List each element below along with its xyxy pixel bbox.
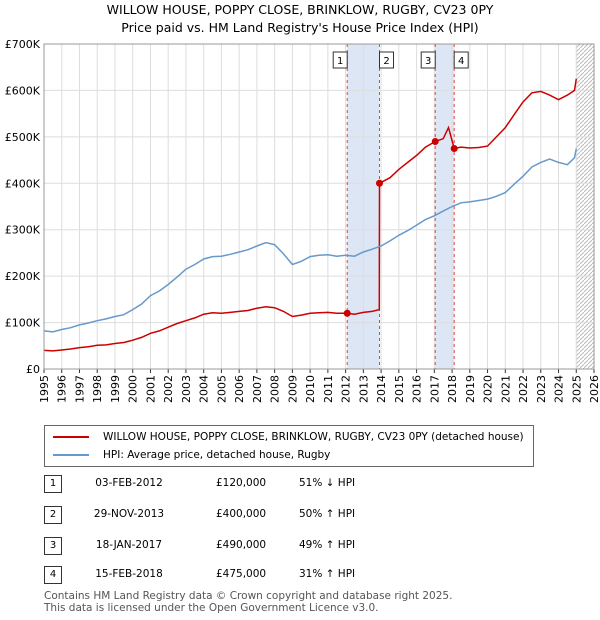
legend-swatch-property [53, 436, 89, 438]
x-tick-label: 2007 [251, 375, 264, 403]
chart-title: WILLOW HOUSE, POPPY CLOSE, BRINKLOW, RUG… [106, 2, 494, 17]
x-tick-label: 2010 [304, 375, 317, 403]
x-tick-label: 1998 [91, 375, 104, 403]
plot-background [44, 44, 594, 369]
x-tick-label: 1995 [38, 375, 51, 403]
x-tick-label: 2019 [464, 375, 477, 403]
legend-item-hpi: HPI: Average price, detached house, Rugb… [53, 447, 330, 463]
legend-label-hpi: HPI: Average price, detached house, Rugb… [103, 449, 331, 461]
transaction-row: 3 18-JAN-2017 £490,000 49% ↑ HPI [44, 537, 544, 555]
x-tick-label: 2017 [428, 375, 441, 403]
sale-period-band [435, 44, 455, 369]
transaction-badge: 2 [44, 506, 62, 524]
x-tick-label: 2000 [127, 375, 140, 403]
transaction-hpi-diff: 49% ↑ HPI [299, 539, 356, 551]
sale-label-number: 2 [383, 56, 389, 67]
transaction-hpi-diff: 51% ↓ HPI [299, 477, 356, 489]
x-tick-label: 2022 [517, 375, 530, 403]
x-tick-label: 2001 [144, 375, 157, 403]
transaction-badge: 1 [44, 475, 62, 493]
x-tick-label: 2015 [393, 375, 406, 403]
x-tick-label: 2020 [482, 375, 495, 403]
footer-copyright: Contains HM Land Registry data © Crown c… [44, 590, 453, 602]
x-tick-label: 2003 [180, 375, 193, 403]
transaction-badge: 3 [44, 537, 62, 555]
transaction-date: 15-FEB-2018 [95, 568, 163, 580]
x-tick-label: 1999 [109, 375, 122, 403]
y-tick-label: £500K [5, 131, 41, 144]
y-tick-label: £0 [26, 363, 40, 376]
chart-subtitle: Price paid vs. HM Land Registry's House … [121, 20, 479, 35]
sale-label-box [420, 51, 436, 69]
transaction-date: 29-NOV-2013 [93, 508, 165, 520]
x-tick-label: 2012 [340, 375, 353, 403]
sale-label-number: 3 [425, 56, 431, 67]
x-tick-label: 2013 [357, 375, 370, 403]
x-tick-label: 2011 [322, 375, 335, 403]
hpi-line [44, 148, 578, 333]
sale-point [376, 179, 383, 187]
x-tick-label: 2002 [162, 375, 175, 403]
x-tick-label: 2005 [215, 375, 228, 403]
y-tick-label: £200K [5, 270, 41, 283]
legend: WILLOW HOUSE, POPPY CLOSE, BRINKLOW, RUG… [44, 425, 534, 467]
legend-label-property: WILLOW HOUSE, POPPY CLOSE, BRINKLOW, RUG… [103, 431, 524, 443]
x-tick-label: 2024 [553, 375, 566, 403]
transaction-price: £475,000 [216, 568, 267, 580]
sale-label-box [332, 51, 348, 69]
y-tick-label: £100K [5, 317, 41, 330]
x-tick-label: 2023 [535, 375, 548, 403]
transaction-date: 18-JAN-2017 [95, 539, 163, 551]
x-tick-label: 2006 [233, 375, 246, 403]
x-tick-label: 2025 [570, 375, 583, 403]
property-price-line [44, 78, 578, 352]
transaction-hpi-diff: 50% ↑ HPI [299, 508, 356, 520]
transaction-price: £490,000 [216, 539, 267, 551]
y-tick-label: £300K [5, 224, 41, 237]
sale-label-box [453, 51, 469, 69]
sale-point [450, 144, 458, 152]
y-tick-label: £400K [5, 177, 41, 190]
x-tick-label: 2008 [269, 375, 282, 403]
x-tick-label: 2014 [375, 375, 388, 403]
x-tick-label: 2018 [446, 375, 459, 403]
transaction-price: £400,000 [216, 508, 267, 520]
sale-label-number: 4 [458, 56, 464, 67]
y-tick-label: £700K [5, 38, 41, 51]
price-chart: £0 £100K £200K £300K £400K £500K £600K £700K 199… [5, 38, 600, 403]
x-tick-label: 1997 [73, 375, 86, 403]
plot-frame [43, 43, 595, 370]
sale-label-box [379, 51, 394, 69]
transaction-price: £120,000 [216, 477, 267, 489]
footer-licence: This data is licensed under the Open Gov… [44, 602, 379, 614]
sale-label-number: 1 [337, 56, 343, 67]
x-tick-label: 2009 [286, 375, 299, 403]
transaction-row: 1 03-FEB-2012 £120,000 51% ↓ HPI [44, 475, 544, 493]
sale-point [431, 138, 439, 145]
transaction-badge: 4 [44, 566, 62, 584]
legend-swatch-hpi [53, 454, 89, 456]
forecast-hatch [576, 44, 594, 369]
transaction-row: 4 15-FEB-2018 £475,000 31% ↑ HPI [44, 566, 544, 584]
y-tick-label: £600K [5, 84, 41, 97]
x-tick-label: 1996 [56, 375, 69, 403]
transaction-date: 03-FEB-2012 [95, 477, 163, 489]
x-tick-label: 2026 [588, 375, 600, 403]
x-tick-label: 2016 [411, 375, 424, 403]
x-tick-label: 2021 [499, 375, 512, 403]
legend-item-property: WILLOW HOUSE, POPPY CLOSE, BRINKLOW, RUG… [53, 429, 524, 445]
sale-point [343, 309, 351, 317]
x-tick-label: 2004 [198, 375, 211, 403]
transaction-hpi-diff: 31% ↑ HPI [299, 568, 356, 580]
transaction-row: 2 29-NOV-2013 £400,000 50% ↑ HPI [44, 506, 544, 524]
